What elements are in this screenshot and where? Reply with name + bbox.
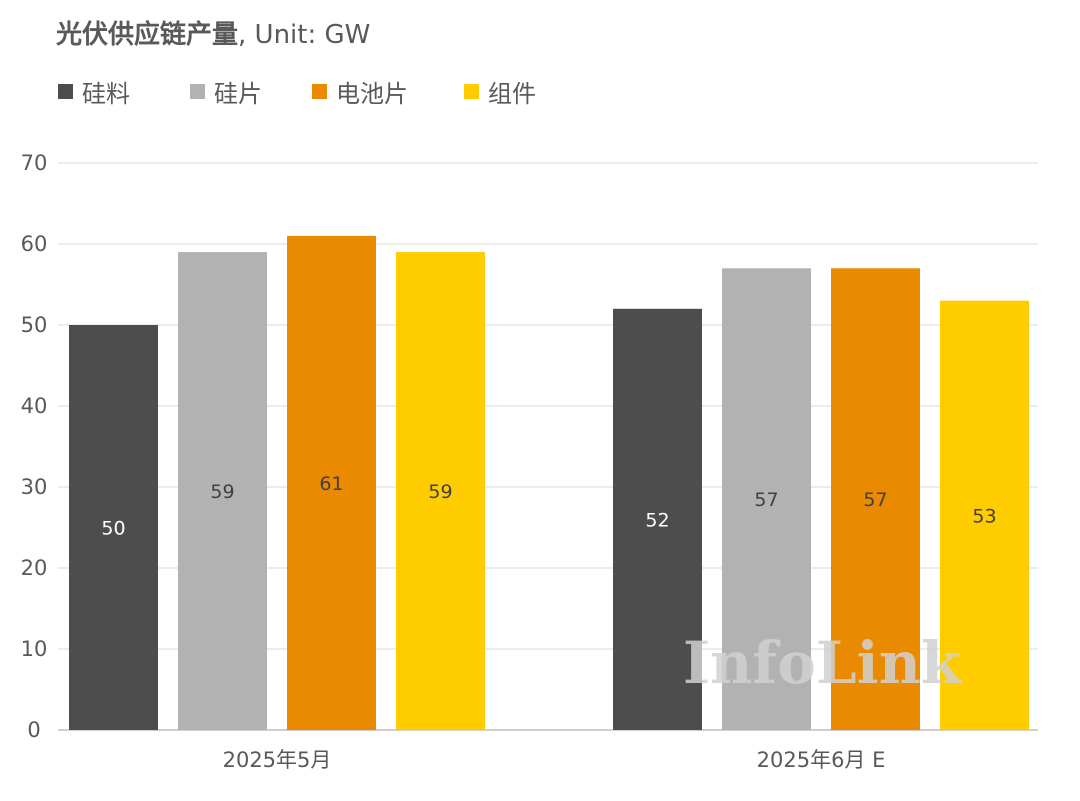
data-label: 53 bbox=[972, 505, 996, 527]
legend-swatch bbox=[464, 83, 479, 99]
legend-item: 硅料 bbox=[58, 74, 130, 109]
legend-item: 硅片 bbox=[190, 74, 262, 109]
data-label: 57 bbox=[754, 489, 778, 511]
bar bbox=[940, 300, 1029, 730]
bar bbox=[287, 235, 376, 730]
bar bbox=[396, 252, 485, 730]
y-tick-label: 30 bbox=[21, 475, 48, 499]
bar bbox=[69, 325, 158, 730]
y-tick-label: 50 bbox=[21, 313, 48, 337]
data-label: 57 bbox=[863, 489, 887, 511]
x-category-label: 2025年6月 E bbox=[757, 748, 886, 772]
data-label: 61 bbox=[319, 473, 343, 495]
y-tick-label: 20 bbox=[21, 556, 48, 580]
legend: 硅料 硅片 电池片 组件 bbox=[58, 74, 536, 109]
y-tick-label: 40 bbox=[21, 394, 48, 418]
legend-label: 组件 bbox=[488, 79, 536, 108]
watermark-logo: InfoLink bbox=[683, 629, 963, 697]
chart-title-main: 光伏供应链产量 bbox=[56, 20, 239, 50]
data-label: 52 bbox=[645, 509, 669, 531]
legend-swatch bbox=[312, 83, 327, 99]
bar bbox=[722, 268, 811, 730]
y-tick-label: 70 bbox=[21, 151, 48, 175]
bars bbox=[69, 235, 1029, 730]
bar bbox=[613, 308, 702, 730]
data-label: 59 bbox=[210, 481, 234, 503]
data-label: 50 bbox=[101, 518, 125, 540]
legend-swatch bbox=[190, 83, 205, 99]
y-tick-label: 60 bbox=[21, 232, 48, 256]
legend-item: 组件 bbox=[464, 74, 536, 109]
legend-item: 电池片 bbox=[312, 74, 408, 109]
legend-swatch bbox=[58, 83, 73, 99]
y-tick-label: 10 bbox=[21, 637, 48, 661]
data-label: 59 bbox=[428, 481, 452, 503]
y-axis-ticks: 0 10 20 30 40 50 60 70 bbox=[21, 151, 48, 742]
y-tick-label: 0 bbox=[27, 718, 40, 742]
data-labels: 50 59 61 59 52 57 57 53 bbox=[101, 473, 996, 540]
x-category-label: 2025年5月 bbox=[223, 748, 332, 772]
bar bbox=[831, 268, 920, 730]
bar bbox=[178, 252, 267, 730]
legend-label: 硅料 bbox=[82, 79, 130, 108]
x-axis-categories: 2025年5月 2025年6月 E bbox=[223, 748, 886, 772]
legend-label: 硅片 bbox=[214, 79, 262, 108]
legend-label: 电池片 bbox=[336, 79, 408, 108]
chart-title-unit: , Unit: GW bbox=[238, 20, 371, 50]
chart-title: 光伏供应链产量, Unit: GW bbox=[56, 14, 370, 51]
